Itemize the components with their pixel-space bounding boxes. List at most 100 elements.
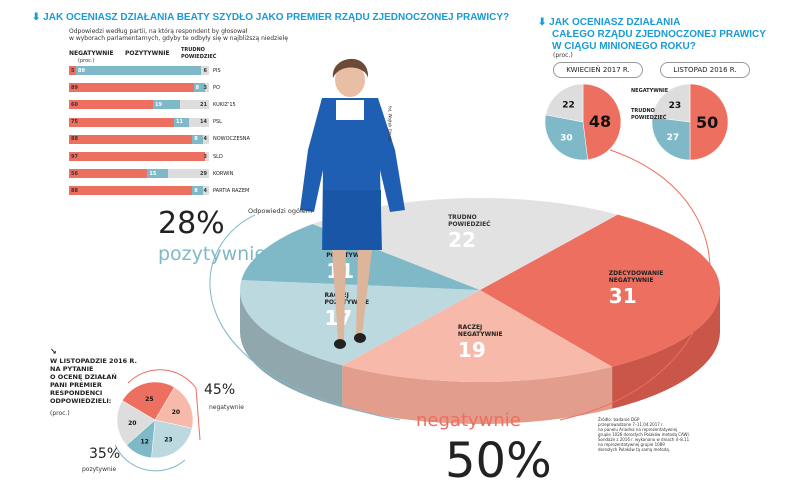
nov-neg-total: 45% xyxy=(204,382,236,398)
positive-word: pozytywnie xyxy=(158,243,267,265)
slice-label: NEGATYWNIE xyxy=(609,277,654,284)
bar-segment: 88 xyxy=(69,134,193,144)
bar-segment: 89 xyxy=(69,83,194,93)
slice-label: NEGATYWNIE xyxy=(458,331,503,338)
nov-pos-total: 35% xyxy=(89,446,121,462)
legend-unsure: TRUDNO xyxy=(181,47,205,53)
bar-segment: 4 xyxy=(203,134,209,144)
bar-segment: 29 xyxy=(168,169,209,179)
bar-segment: 4 xyxy=(203,186,209,196)
bar-row: 75 11 14 PSL xyxy=(69,117,259,127)
bar-segment: 11 xyxy=(174,117,190,127)
pie-side xyxy=(612,290,720,409)
bar-row: 56 15 29 KORWIN xyxy=(69,169,259,179)
bar-category-label: PSL xyxy=(212,119,222,126)
bar-segment: 3 xyxy=(203,152,209,161)
nov-neg-word: negatywnie xyxy=(209,404,244,411)
slice-label: POZYTYWNIE xyxy=(324,299,369,306)
bar-row: 89 8 3 PO xyxy=(69,83,259,93)
nov2016-pie-slice xyxy=(116,400,156,446)
april-pie-slice xyxy=(545,83,584,123)
bar-segment: 8 xyxy=(192,134,204,144)
nov2016-pie-value: 20 xyxy=(172,409,180,416)
pill-april-2017: KWIECIEŃ 2017 R. xyxy=(553,62,643,78)
nov-pos-arc xyxy=(114,444,186,472)
slice-label: ZDECYDOWANIE xyxy=(609,270,664,277)
bar-category-label: PIS xyxy=(212,67,221,74)
legend-negative: NEGATYWNIE xyxy=(69,50,114,57)
nov-neg-arc xyxy=(127,369,201,441)
pie-side xyxy=(240,290,343,408)
bar-row: 97 3 SLD xyxy=(69,152,259,161)
arrow-icon: ↘ xyxy=(50,347,57,356)
label-negative: NEGATYWNIE xyxy=(631,88,669,94)
party-chart-subtitle: Odpowiedzi według partii, na którą respo… xyxy=(69,28,288,42)
photo-credit: fot. Wojtek Górski xyxy=(387,105,393,142)
nov2016-pie-value: 12 xyxy=(140,438,148,445)
label-unsure: TRUDNO xyxy=(631,108,655,114)
nov-pie-slice xyxy=(652,83,691,123)
bar-segment: 5 xyxy=(69,66,76,75)
bar-row: 5 89 6 PIS xyxy=(69,66,259,75)
bar-category-label: NOWOCZESNA xyxy=(212,136,250,143)
bar-segment: 97 xyxy=(69,152,205,161)
pie-slice xyxy=(342,290,613,383)
pie-slice xyxy=(312,198,618,290)
bar-category-label: SLD xyxy=(212,153,223,160)
slice-label: TRUDNO xyxy=(448,214,477,221)
bar-segment: 15 xyxy=(147,169,169,179)
slice-label: RACZEJ xyxy=(458,324,482,331)
april-pie-value: 30 xyxy=(560,134,573,144)
nov-pos-word: pozytywnie xyxy=(82,466,117,473)
bar-row: 88 8 4 PARTIA RAZEM xyxy=(69,186,259,196)
bar-segment: 89 xyxy=(76,66,201,75)
bar-category-label: PO xyxy=(212,84,220,91)
april-pie-value: 22 xyxy=(562,100,575,110)
bar-row: 88 8 4 NOWOCZESNA xyxy=(69,134,259,144)
arrow-down-icon: ⬇ xyxy=(32,12,41,23)
bar-segment: 88 xyxy=(69,186,193,196)
person-photo xyxy=(300,58,405,349)
main-pie-caption: Odpowiedzi ogółem xyxy=(248,207,313,215)
pie-slice xyxy=(480,214,720,367)
slice-label: POWIEDZIEĆ xyxy=(448,221,491,228)
pie-side xyxy=(342,365,613,424)
slice-label: POZYTYWNIE xyxy=(326,252,371,259)
source-note: Źródło: badanie DGP przeprowadzone 7–11.0… xyxy=(598,417,690,452)
nov2016-pie-value: 25 xyxy=(145,396,153,403)
bar-row: 60 19 21 KUKIZ'15 xyxy=(69,100,259,110)
bar-category-label: PARTIA RAZEM xyxy=(212,187,250,194)
april-pie-slice xyxy=(582,83,622,160)
nov2016-pie-value: 20 xyxy=(128,420,136,427)
nov2016-pie-slice xyxy=(121,381,175,421)
bar-segment: 8 xyxy=(192,186,204,196)
slice-value: 31 xyxy=(609,284,637,308)
pill-nov-2016: LISTOPAD 2016 R. xyxy=(660,62,750,78)
nov-pie-slice xyxy=(651,116,691,161)
arrow-down-icon: ⬇ xyxy=(538,17,547,28)
bar-category-label: KUKIZ'15 xyxy=(212,101,236,108)
gov-unit: (proc.) xyxy=(553,52,573,59)
bar-segment: 19 xyxy=(153,100,180,110)
legend-unit: (proc.) xyxy=(78,58,95,64)
bar-segment: 14 xyxy=(189,117,209,127)
gov-chart-title: ⬇ JAK OCENIASZ DZIAŁANIA CAŁEGO RZĄDU ZJ… xyxy=(538,17,766,52)
bar-segment: 6 xyxy=(200,66,209,75)
nov-unit: (proc.) xyxy=(50,410,70,417)
negative-total: 50% xyxy=(445,433,552,489)
party-chart-title: ⬇ JAK OCENIASZ DZIAŁANIA BEATY SZYDŁO JA… xyxy=(32,12,510,23)
nov-chart-title: W LISTOPADZIE 2016 R. NA PYTANIE O OCENĘ D… xyxy=(50,357,138,405)
nov-pie-slice xyxy=(689,83,729,161)
april-pie-value: 48 xyxy=(589,112,611,131)
bar-segment: 3 xyxy=(203,83,209,93)
negative-arc xyxy=(559,149,711,421)
slice-value: 19 xyxy=(458,338,486,362)
april-pie-slice xyxy=(544,114,589,161)
nov-pie-value: 50 xyxy=(696,113,718,132)
nov2016-pie-value: 23 xyxy=(164,436,172,443)
bar-category-label: KORWIN xyxy=(212,170,234,177)
negative-word: negatywnie xyxy=(416,410,521,431)
bar-segment: 60 xyxy=(69,100,153,110)
nov2016-pie-slice xyxy=(151,419,193,459)
bar-segment: 75 xyxy=(69,117,174,127)
